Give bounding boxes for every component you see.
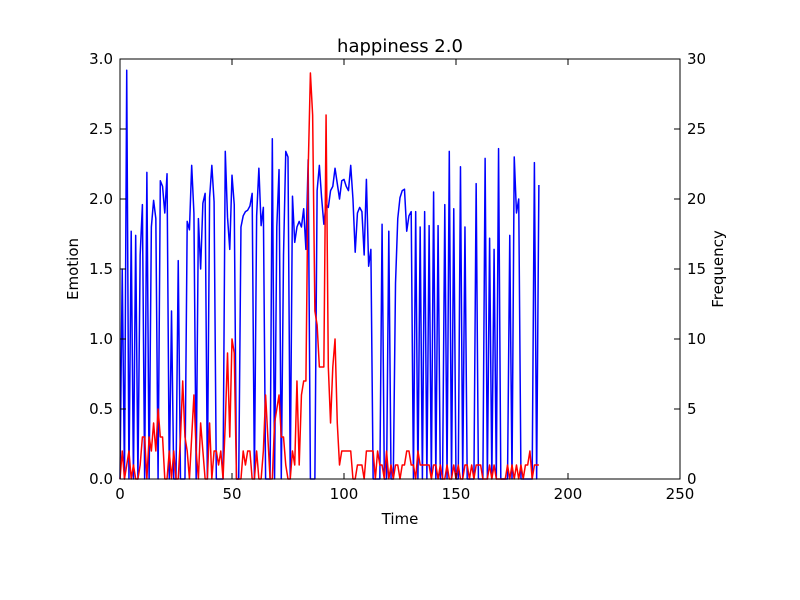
- y-right-tick-label: 15: [687, 260, 706, 278]
- x-tick-label: 100: [330, 485, 359, 503]
- frequency-series-line: [119, 72, 539, 480]
- y-left-tick-label: 0.0: [89, 470, 113, 488]
- x-axis-label: Time: [381, 510, 419, 528]
- y-right-tick-label: 5: [687, 400, 697, 418]
- x-tick-label: 0: [115, 485, 125, 503]
- y-left-tick-label: 2.5: [89, 120, 113, 138]
- x-tick-label: 50: [222, 485, 241, 503]
- x-tick-label: 250: [666, 485, 695, 503]
- y-left-tick-label: 2.0: [89, 190, 113, 208]
- y-left-tick-label: 3.0: [89, 50, 113, 68]
- y-left-tick-label: 1.5: [89, 260, 113, 278]
- y-right-tick-label: 0: [687, 470, 697, 488]
- ticks-layer: 0 50 100 150 200 250 0.0 0.5 1.0 1.5 2.0 2.5 3.0 0 5 10…: [89, 50, 706, 503]
- y-left-tick-label: 0.5: [89, 400, 113, 418]
- x-tick-label: 200: [554, 485, 583, 503]
- y-axis-right-label: Frequency: [709, 230, 727, 308]
- plot-frame: [119, 58, 681, 480]
- y-right-tick-label: 10: [687, 330, 706, 348]
- y-right-tick-label: 20: [687, 190, 706, 208]
- y-right-tick-label: 30: [687, 50, 706, 68]
- x-tick-label: 150: [442, 485, 471, 503]
- chart-title: happiness 2.0: [337, 36, 463, 57]
- y-right-tick-label: 25: [687, 120, 706, 138]
- y-axis-left-label: Emotion: [64, 238, 82, 300]
- y-left-tick-label: 1.0: [89, 330, 113, 348]
